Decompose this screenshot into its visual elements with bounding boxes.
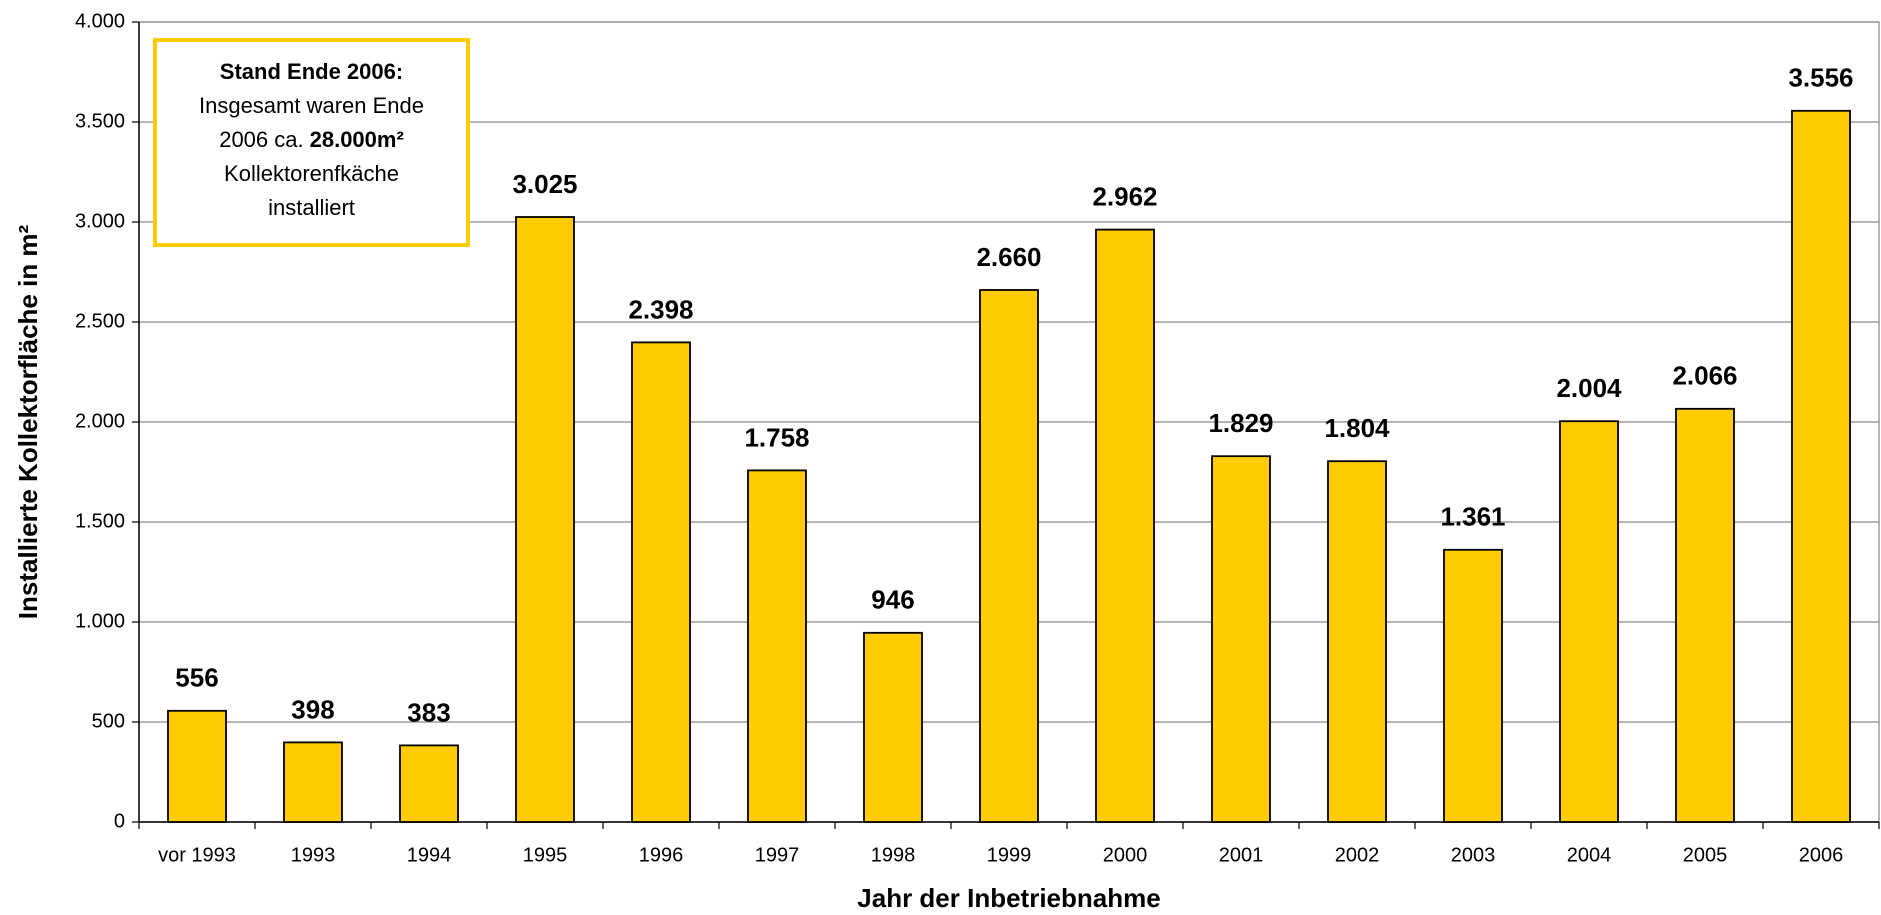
bar [1211,455,1271,823]
annotation-line: Kollektorenfkäche [224,161,399,186]
x-tick-label: 1999 [987,844,1032,866]
value-label: 398 [291,694,334,724]
annotation-text: Kollektorenfkäche [224,161,399,186]
x-tick-label: vor 1993 [158,844,236,866]
value-label: 1.361 [1440,502,1505,532]
bar [283,741,343,823]
annotation-text: 2006 ca. [219,127,303,152]
value-label: 2.962 [1092,181,1157,211]
y-tick-label: 2.500 [75,310,125,332]
x-tick-label: 2005 [1683,844,1728,866]
y-axis-title: Installierte Kollektorfläche in m² [13,224,43,619]
value-label: 3.025 [512,169,577,199]
value-label: 1.829 [1208,408,1273,438]
annotation-box [153,38,470,247]
y-tick-label: 3.000 [75,210,125,232]
x-axis-title: Jahr der Inbetriebnahme [857,883,1160,913]
value-label: 2.066 [1672,361,1737,391]
y-tick-label: 1.500 [75,510,125,532]
bar [399,744,459,823]
bar [631,341,691,823]
x-tick-label: 2003 [1451,844,1496,866]
x-tick-label: 1993 [291,844,336,866]
value-label: 2.004 [1556,373,1622,403]
y-tick-label: 2.000 [75,410,125,432]
annotation-line: installiert [268,195,355,220]
x-tick-label: 1994 [407,844,452,866]
annotation-line: Insgesamt waren Ende [199,93,424,118]
annotation-line: 2006 ca. 28.000m² [219,127,404,152]
bar [1675,407,1735,823]
y-tick-label: 3.500 [75,110,125,132]
value-label: 1.758 [744,422,809,452]
value-label: 3.556 [1788,63,1853,93]
bar [863,631,923,823]
x-tick-label: 2006 [1799,844,1844,866]
value-label: 556 [175,663,218,693]
annotation-text: installiert [268,195,355,220]
x-tick-label: 1996 [639,844,684,866]
bar [1327,460,1387,823]
y-tick-label: 1.000 [75,610,125,632]
value-label: 2.398 [628,294,693,324]
x-tick-label: 2004 [1567,844,1612,866]
value-label: 1.804 [1324,413,1390,443]
x-tick-label: 1995 [523,844,568,866]
bar [1095,228,1155,823]
bar [747,469,807,823]
bar [167,709,227,823]
y-tick-label: 4.000 [75,10,125,32]
y-tick-label: 500 [92,710,125,732]
x-tick-label: 1997 [755,844,800,866]
bar [1559,420,1619,823]
x-tick-label: 2000 [1103,844,1148,866]
value-label: 383 [407,697,450,727]
bar [1791,109,1851,823]
x-tick-label: 1998 [871,844,916,866]
y-tick-label: 0 [114,810,125,832]
annotation-title: Stand Ende 2006: [220,59,403,84]
bar [1443,548,1503,823]
x-tick-label: 2002 [1335,844,1380,866]
x-tick-label: 2001 [1219,844,1264,866]
value-label: 2.660 [976,242,1041,272]
bar [515,216,575,823]
value-label: 946 [871,585,914,615]
bar [979,289,1039,823]
annotation-text: Insgesamt waren Ende [199,93,424,118]
annotation-text: 28.000m² [310,127,404,152]
